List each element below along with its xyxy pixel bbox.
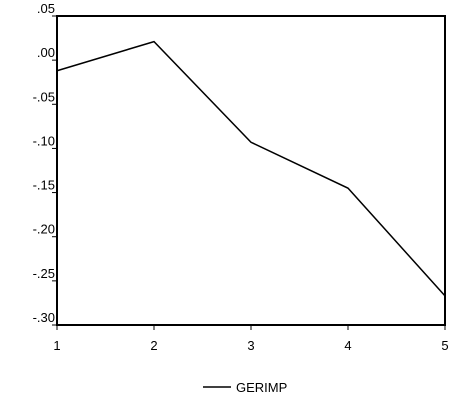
y-tick-label: -.25	[33, 266, 55, 281]
series-line-gerimp	[56, 40, 446, 297]
legend-label-gerimp: GERIMP	[236, 380, 287, 395]
y-axis: .05 .00 -.05 -.10 -.15 -.20 -.25 -.30	[33, 1, 57, 326]
series-layer	[56, 40, 446, 297]
y-tick-label: -.30	[33, 310, 55, 325]
plot-frame	[56, 15, 446, 326]
y-tick-label: -.20	[33, 222, 55, 237]
y-tick-label: -.15	[33, 178, 55, 193]
x-tick-label: 4	[344, 338, 351, 353]
y-tick-label: -.10	[33, 133, 55, 148]
x-tick-label: 3	[247, 338, 254, 353]
legend: GERIMP	[203, 380, 287, 395]
y-tick-label: .05	[37, 1, 55, 16]
x-axis: 1 2 3 4 5	[53, 325, 449, 353]
y-tick-label: .00	[37, 45, 55, 60]
x-tick-label: 5	[441, 338, 448, 353]
x-tick-label: 2	[150, 338, 157, 353]
x-tick-label: 1	[53, 338, 60, 353]
y-tick-label: -.05	[33, 89, 55, 104]
